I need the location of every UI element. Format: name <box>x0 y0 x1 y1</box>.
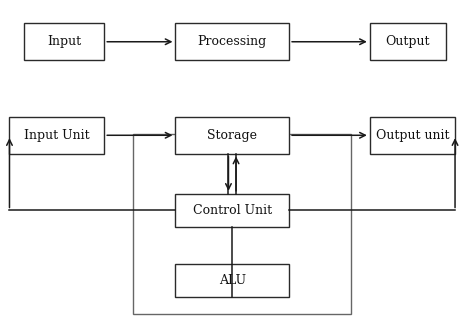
Bar <box>133 134 351 314</box>
Text: Storage: Storage <box>207 129 257 142</box>
Bar <box>370 23 446 60</box>
Bar <box>9 117 104 154</box>
Text: Processing: Processing <box>198 35 267 48</box>
Bar <box>175 23 289 60</box>
Bar <box>24 23 104 60</box>
Text: Input: Input <box>47 35 81 48</box>
Text: Output unit: Output unit <box>375 129 449 142</box>
Bar <box>175 194 289 227</box>
Bar <box>370 117 455 154</box>
Text: ALU: ALU <box>219 274 246 287</box>
Bar <box>175 264 289 297</box>
Text: Input Unit: Input Unit <box>24 129 90 142</box>
Text: Control Unit: Control Unit <box>193 204 272 217</box>
Bar <box>175 117 289 154</box>
Text: Output: Output <box>385 35 430 48</box>
